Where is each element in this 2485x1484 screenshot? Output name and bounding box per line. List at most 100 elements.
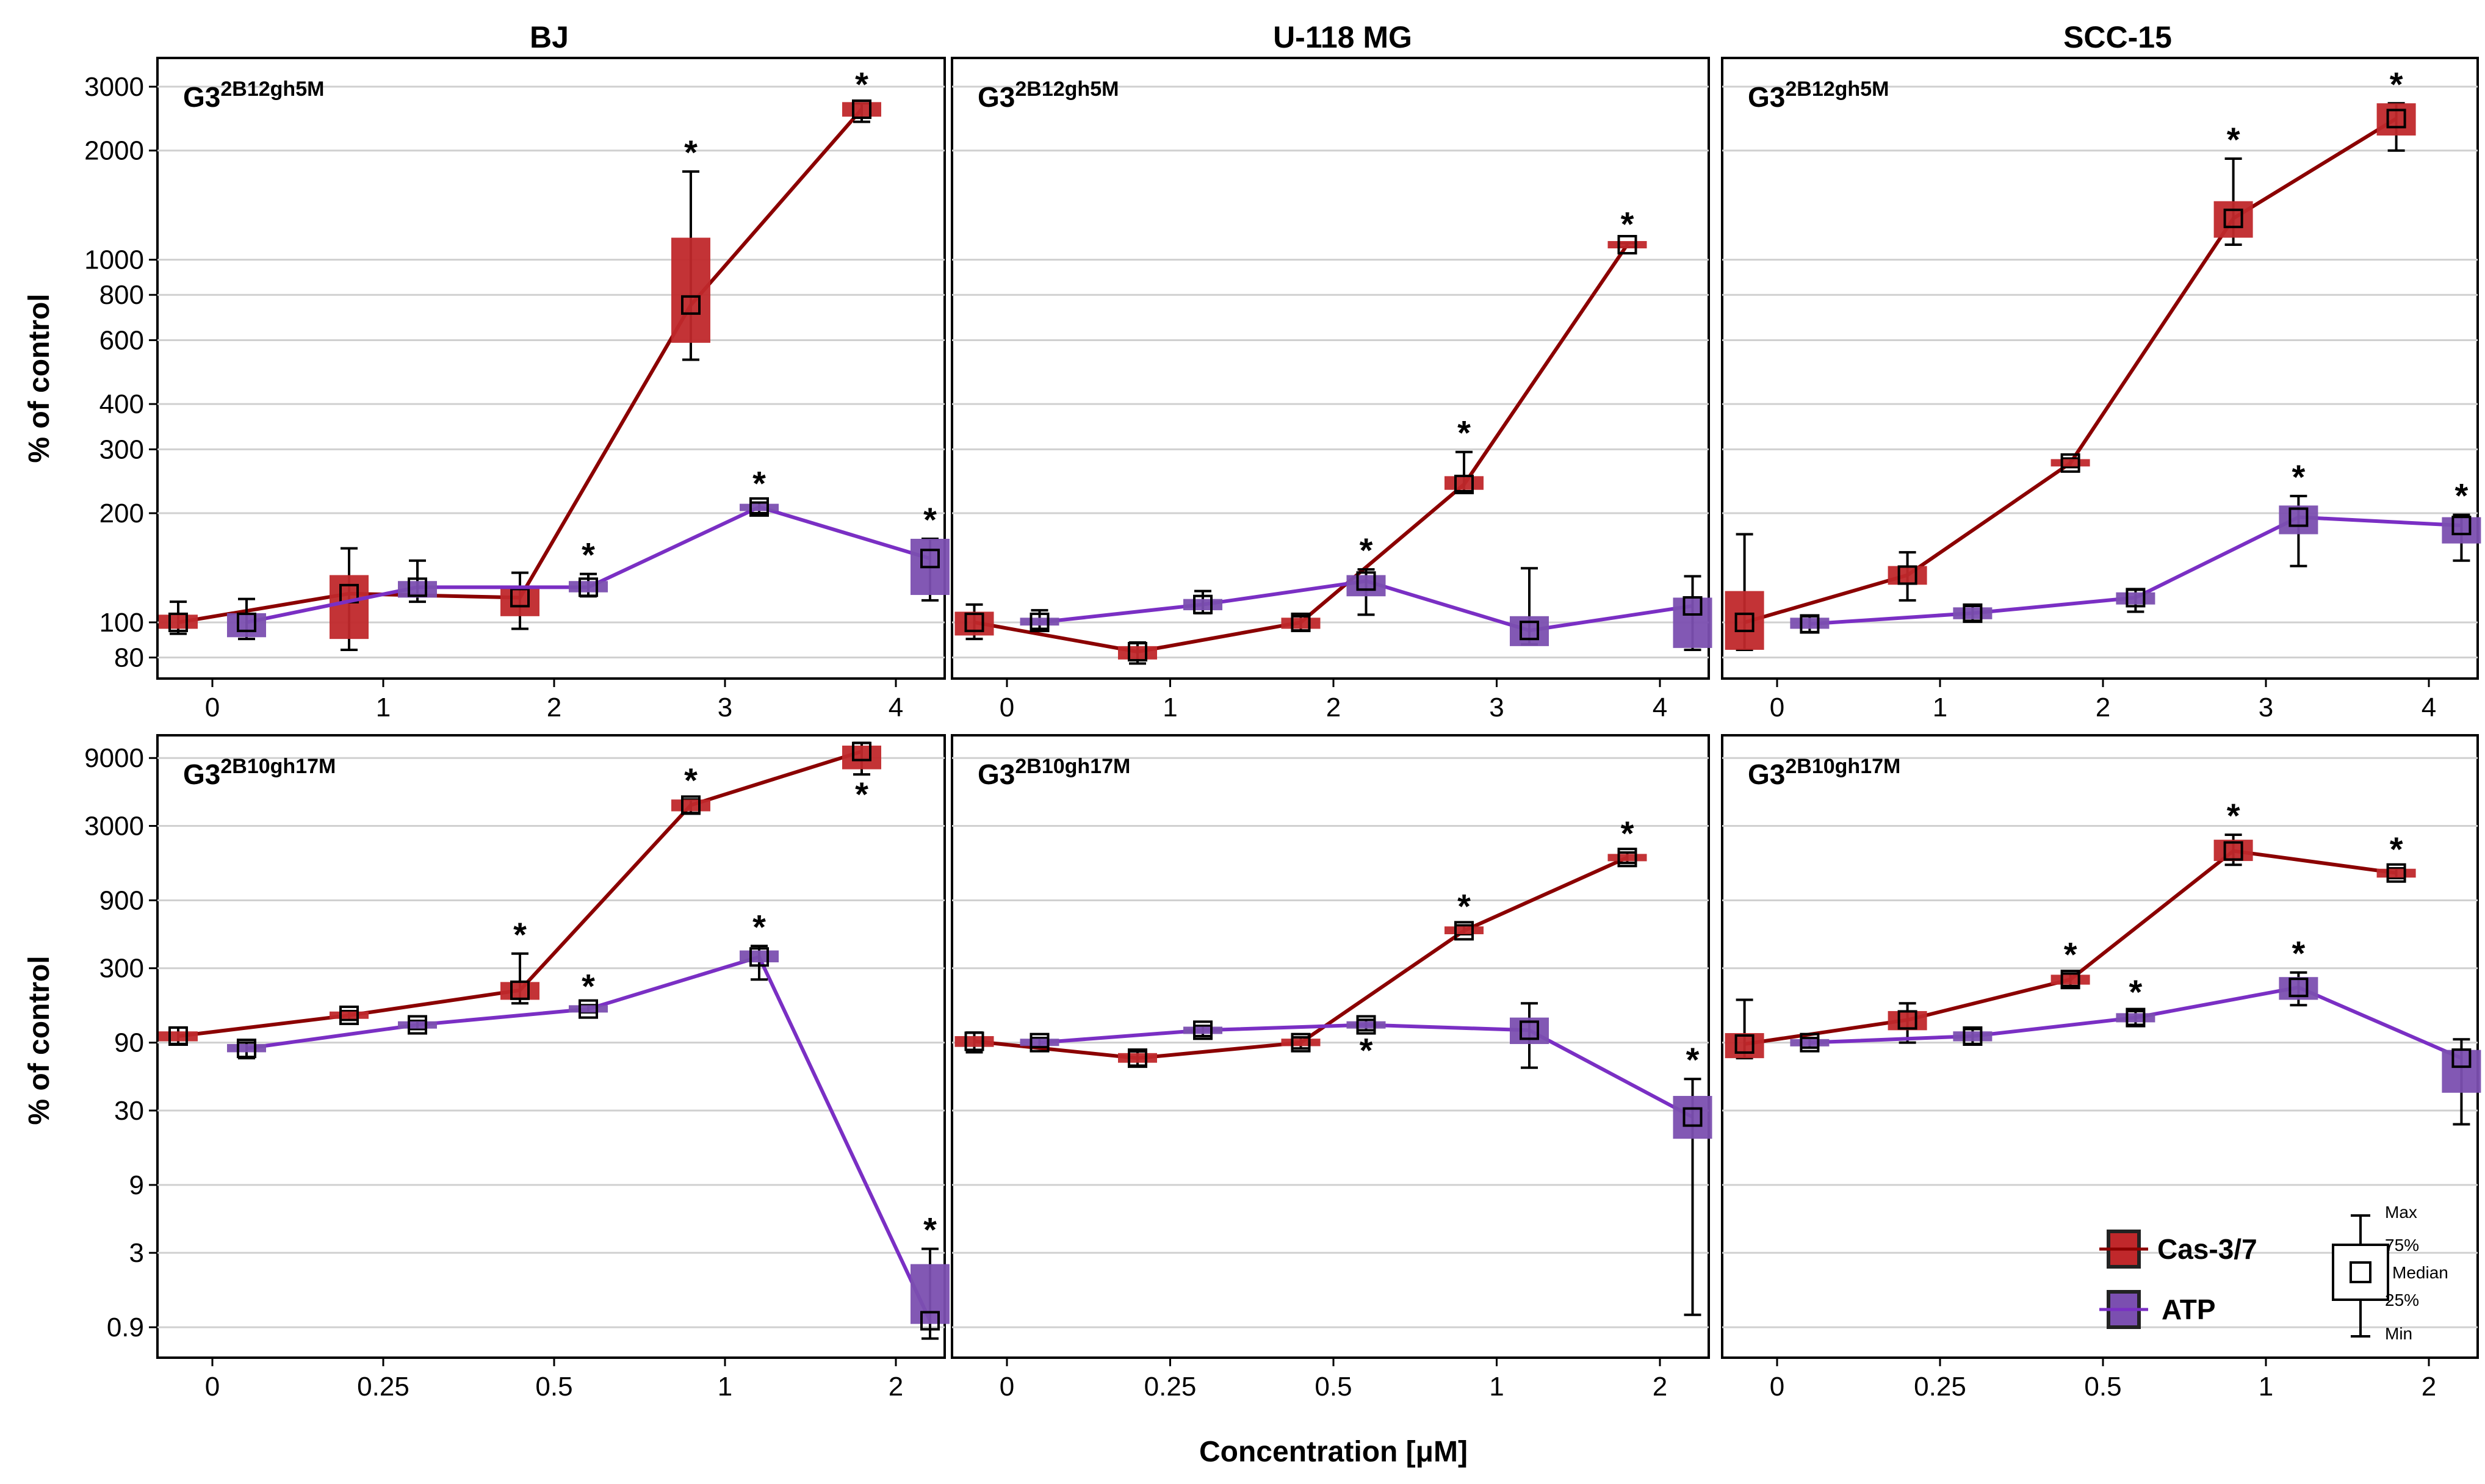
- median-marker: [2451, 516, 2472, 536]
- box-key-q1: 25%: [2385, 1291, 2419, 1309]
- median-marker: [168, 612, 188, 632]
- median-marker: [1030, 612, 1050, 632]
- significance-star: *: [923, 500, 937, 539]
- significance-star: *: [2129, 973, 2143, 1011]
- significance-star: *: [513, 915, 527, 954]
- significance-star: *: [2227, 796, 2240, 835]
- iqr-box: [1183, 1026, 1222, 1034]
- iqr-box: [1953, 607, 1993, 619]
- compound-label: G32B12gh5M: [978, 77, 1119, 113]
- plot-frame: [951, 57, 1710, 680]
- median-marker: [2288, 978, 2309, 998]
- median-marker: [579, 577, 598, 597]
- y-tick-label: 2000: [84, 136, 144, 166]
- plot-frame: [951, 734, 1710, 1359]
- series-atp: * * *: [227, 464, 950, 641]
- y-tick-label: 100: [99, 608, 144, 638]
- median-marker: [1800, 1032, 1820, 1053]
- compound-label: G32B10gh17M: [978, 755, 1130, 790]
- significance-star: *: [2455, 477, 2469, 515]
- x-tick-label: 3: [718, 693, 732, 722]
- iqr-box: [911, 1264, 950, 1324]
- median-marker: [408, 577, 427, 597]
- median-marker: [2223, 841, 2243, 861]
- x-tick-label: 1: [376, 693, 391, 722]
- column-title-scc15: SCC-15: [2063, 20, 2172, 54]
- iqr-box: [740, 503, 779, 511]
- y-axis-label-bottom: % of control: [23, 956, 56, 1125]
- iqr-box: [2050, 974, 2090, 985]
- median-marker: [510, 980, 530, 1000]
- box-key-median: Median: [2392, 1263, 2448, 1282]
- iqr-box: [1673, 1096, 1712, 1139]
- series-cas37: * * *: [159, 741, 881, 1046]
- iqr-box: [740, 950, 779, 963]
- y-tick-label: 1000: [84, 245, 144, 275]
- x-tick-label: 2: [1653, 1372, 1667, 1402]
- median-marker: [1291, 1032, 1311, 1053]
- y-tick-label: 200: [99, 499, 144, 528]
- x-tick-label: 1: [2259, 1372, 2273, 1402]
- iqr-box: [1510, 616, 1549, 646]
- panel-1-0: 0.9 3 9 30 90 300 900 3000 9000 0 0.25 0.5 1 2 G32B10g…: [84, 734, 950, 1402]
- iqr-box: [330, 1011, 369, 1019]
- median-marker: [2223, 208, 2243, 228]
- median-marker: [237, 612, 256, 632]
- significance-star: *: [855, 775, 868, 813]
- iqr-box: [1790, 618, 1830, 629]
- box-key-min: Min: [2385, 1324, 2412, 1343]
- iqr-box: [2279, 505, 2318, 535]
- median-marker: [237, 1039, 256, 1059]
- median-marker: [2060, 453, 2080, 473]
- iqr-box: [2050, 459, 2090, 467]
- x-tick-label: 2: [889, 1372, 903, 1402]
- compound-label: G32B12gh5M: [1748, 77, 1889, 113]
- median-marker: [920, 549, 940, 569]
- x-tick-label: 2: [547, 693, 561, 722]
- median-marker: [1356, 571, 1376, 591]
- plot-frame: [156, 57, 946, 680]
- legend-label-cas37: Cas-3/7: [2157, 1233, 2257, 1265]
- median-marker: [1454, 921, 1474, 941]
- median-marker: [1734, 612, 1755, 632]
- series-atp: * * *: [227, 907, 950, 1340]
- median-marker: [1617, 848, 1637, 868]
- median-marker: [1030, 1032, 1050, 1053]
- median-marker: [1520, 1020, 1539, 1040]
- significance-star: *: [2390, 65, 2403, 103]
- iqr-box: [2213, 201, 2253, 238]
- iqr-box: [500, 982, 539, 1000]
- iqr-box: [1444, 926, 1484, 935]
- x-tick-label: 0.25: [1914, 1372, 1966, 1402]
- iqr-box: [1790, 1039, 1830, 1046]
- series-cas37: * * *: [1725, 796, 2416, 1060]
- x-tick-label: 4: [2422, 693, 2436, 722]
- iqr-box: [1020, 618, 1059, 626]
- median-marker: [681, 795, 701, 815]
- significance-star: *: [752, 907, 766, 946]
- y-tick-label: 800: [99, 280, 144, 310]
- series-atp: **: [1790, 934, 2481, 1126]
- iqr-box: [159, 1031, 198, 1042]
- median-marker: [1897, 565, 1917, 585]
- iqr-box: [227, 613, 266, 638]
- significance-star: *: [1686, 1040, 1700, 1079]
- iqr-box: [569, 1005, 608, 1013]
- significance-star: *: [1457, 414, 1471, 452]
- median-marker: [1356, 1015, 1376, 1035]
- series-atp: **: [1790, 458, 2481, 634]
- median-marker: [510, 588, 530, 608]
- iqr-box: [159, 614, 198, 629]
- x-tick-label: 0: [1000, 1372, 1014, 1402]
- y-tick-label: 9: [129, 1170, 144, 1200]
- x-tick-label: 0.5: [535, 1372, 572, 1402]
- x-tick-label: 2: [2096, 693, 2110, 722]
- median-marker: [1193, 1020, 1213, 1040]
- y-tick-label: 3: [129, 1238, 144, 1268]
- median-marker: [579, 999, 598, 1019]
- iqr-box: [1118, 1053, 1157, 1063]
- y-tick-label: 9000: [84, 743, 144, 773]
